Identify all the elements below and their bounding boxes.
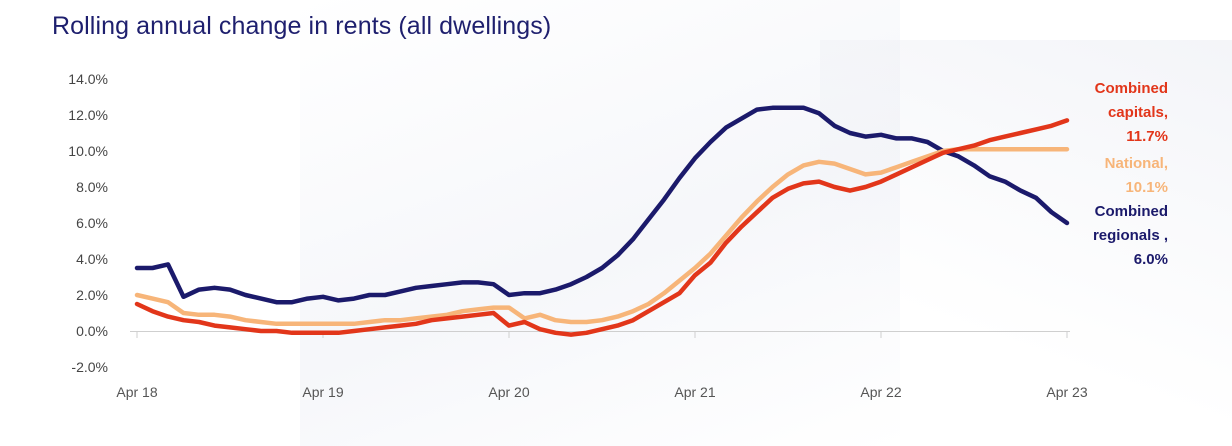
y-tick-label: 2.0% (76, 287, 108, 303)
x-tick-label: Apr 19 (302, 384, 343, 400)
series-lines (134, 105, 1070, 337)
y-tick-label: 10.0% (68, 143, 108, 159)
y-tick-label: 4.0% (76, 251, 108, 267)
end-label-combined-capitals: 11.7% (1126, 128, 1168, 145)
end-label-national: National, (1105, 155, 1168, 172)
end-label-combined-capitals: Combined (1095, 80, 1168, 97)
y-tick-label: 8.0% (76, 179, 108, 195)
series-line-combined-capitals (134, 118, 1070, 337)
x-tick-label: Apr 22 (860, 384, 901, 400)
end-labels: Combined capitals, 11.7% National, 10.1% Comb… (1093, 80, 1168, 268)
y-tick-label: 6.0% (76, 215, 108, 231)
series-line-national (134, 146, 1070, 327)
y-tick-label: 0.0% (76, 323, 108, 339)
y-tick-label: -2.0% (71, 359, 108, 375)
x-tick-label: Apr 23 (1046, 384, 1087, 400)
x-tick-label: Apr 20 (488, 384, 529, 400)
end-label-combined-capitals: capitals, (1108, 104, 1168, 121)
x-tick-label: Apr 21 (674, 384, 715, 400)
end-label-combined-regionals: Combined (1095, 203, 1168, 220)
y-tick-label: 12.0% (68, 107, 108, 123)
x-axis: Apr 18 Apr 19 Apr 20 Apr 21 Apr 22 Apr 23 (116, 331, 1088, 400)
end-label-national: 10.1% (1125, 179, 1168, 196)
y-tick-label: 14.0% (68, 71, 108, 87)
chart-title: Rolling annual change in rents (all dwel… (52, 12, 552, 40)
end-label-combined-regionals: 6.0% (1134, 251, 1168, 268)
series-line-combined-regionals (134, 105, 1070, 305)
end-label-combined-regionals: regionals , (1093, 227, 1168, 244)
y-axis: 14.0% 12.0% 10.0% 8.0% 6.0% 4.0% 2.0% 0.0% -2.0% (68, 71, 108, 375)
x-tick-label: Apr 18 (116, 384, 157, 400)
